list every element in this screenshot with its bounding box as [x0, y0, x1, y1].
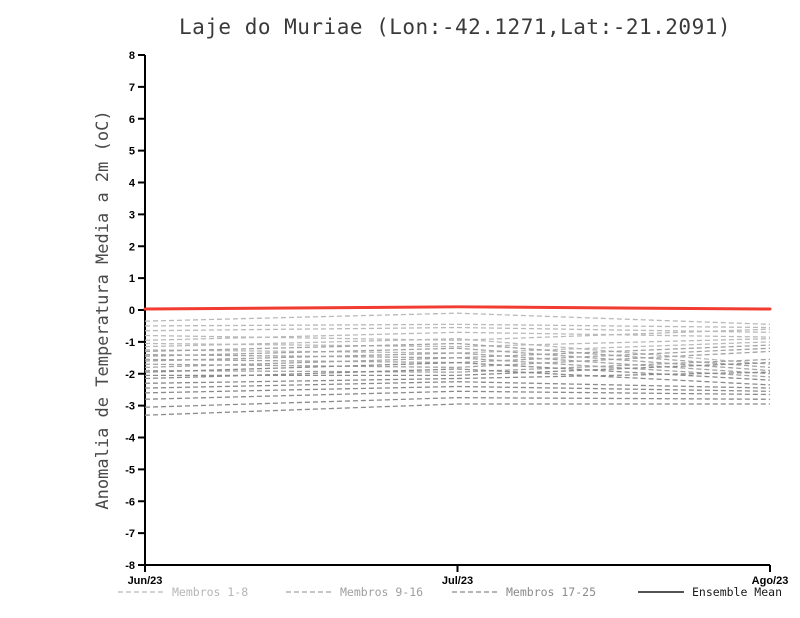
ensemble-member-line [144, 381, 771, 389]
y-tick-label: 7 [129, 82, 135, 94]
y-tick-label: -4 [125, 433, 136, 445]
ensemble-member-line [144, 403, 770, 416]
y-tick-label: -6 [125, 496, 135, 508]
ensemble-member-line [144, 385, 771, 394]
ensemble-member-line [144, 331, 771, 341]
x-tick-label: Ago/23 [752, 575, 789, 587]
y-tick-label: -7 [125, 528, 135, 540]
ensemble-member-line [144, 368, 771, 386]
y-tick-label: -3 [125, 401, 135, 413]
y-tick-label: 5 [129, 146, 135, 158]
y-tick-label: 4 [129, 178, 136, 190]
y-tick-label: 0 [129, 305, 135, 317]
ensemble-member-line [144, 357, 771, 378]
y-axis-label: Anomalia de Temperatura Media a 2m (oC) [93, 110, 113, 509]
y-tick-label: 2 [129, 241, 135, 253]
x-tick-label: Jul/23 [442, 575, 473, 587]
y-tick-label: 1 [129, 273, 135, 285]
y-tick-label: 8 [129, 50, 135, 62]
legend-label-3: Membros 17-25 [506, 585, 596, 599]
y-tick-label: 3 [129, 209, 135, 221]
ensemble-member-line [144, 397, 771, 408]
legend-label-4: Ensemble Mean [692, 585, 782, 599]
y-tick-label: 6 [129, 114, 135, 126]
ensemble-mean-line [143, 305, 772, 311]
legend-label-2: Membros 9-16 [340, 585, 423, 599]
y-tick-label: -1 [125, 337, 135, 349]
x-tick-label: Jun/23 [128, 575, 163, 587]
ensemble-member-line [144, 338, 771, 365]
ensemble-member-line [144, 326, 771, 333]
ensemble-member-line [144, 390, 771, 400]
ensemble-member-line [144, 358, 771, 373]
chart-plot-area: -8 -7 -6 -5 -4 -3 -2 -1 0 1 2 3 4 5 6 7 8 Jun/23 Jul/23 Ago… [118, 50, 788, 599]
ensemble-member-line [144, 350, 771, 369]
ensemble-member-line [144, 371, 771, 384]
y-tick-label: -5 [125, 464, 135, 476]
ensemble-member-line [144, 312, 771, 325]
ensemble-member-line [144, 323, 771, 329]
ensemble-member-line [144, 342, 771, 369]
legend-label-1: Membros 1-8 [172, 585, 248, 599]
chart-title: Laje do Muriae (Lon:-42.1271,Lat:-21.209… [179, 15, 731, 39]
y-tick-label: -8 [125, 560, 135, 572]
y-tick-label: -2 [125, 369, 135, 381]
